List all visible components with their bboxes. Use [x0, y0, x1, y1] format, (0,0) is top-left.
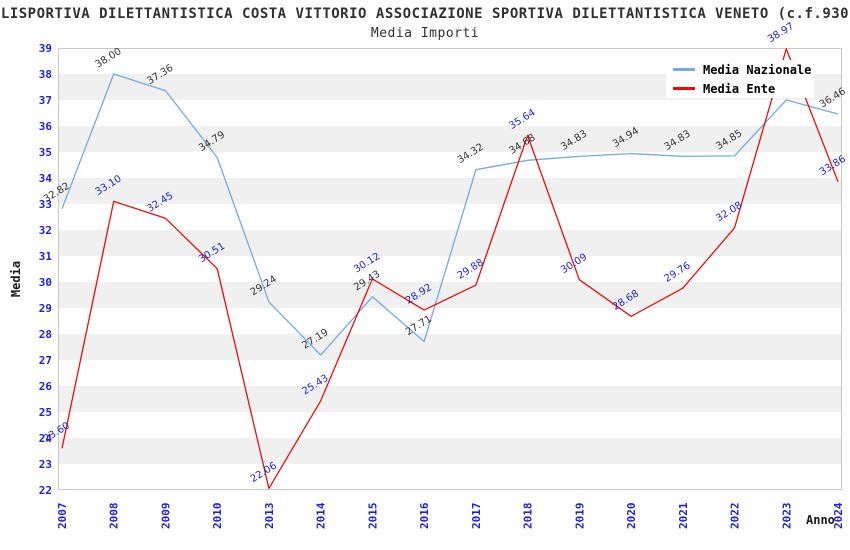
y-tick-label: 32: [39, 224, 52, 237]
grid-band: [58, 178, 842, 204]
x-tick-label: 2016: [418, 502, 431, 529]
x-tick-label: 2009: [159, 503, 172, 530]
y-tick-label: 39: [39, 42, 52, 55]
x-axis-title: Anno: [806, 513, 835, 527]
x-tick-label: 2008: [108, 503, 121, 530]
x-tick-label: 2022: [729, 503, 742, 530]
y-tick-label: 34: [39, 172, 53, 185]
point-label-media-ente: 33.86: [818, 154, 848, 179]
y-tick-label: 27: [39, 354, 52, 367]
x-tick-label: 2020: [625, 503, 638, 530]
grid-band: [58, 282, 842, 308]
x-tick-label: 2024: [832, 502, 845, 529]
legend-swatch-media-nazionale: [673, 68, 695, 71]
legend-item-media-ente: Media Ente: [666, 79, 814, 98]
legend-label: Media Ente: [703, 81, 776, 96]
grid-band: [58, 386, 842, 412]
x-tick-label: 2015: [366, 503, 379, 530]
y-tick-label: 35: [39, 146, 52, 159]
x-tick-label: 2023: [780, 503, 793, 530]
grid-band: [58, 334, 842, 360]
y-axis-title: Media: [9, 261, 23, 297]
grid-band: [58, 126, 842, 152]
legend-item-media-nazionale: Media Nazionale: [666, 60, 814, 79]
legend-label: Media Nazionale: [703, 62, 812, 77]
y-tick-label: 29: [39, 302, 52, 315]
y-tick-label: 28: [39, 328, 52, 341]
y-tick-label: 30: [39, 276, 52, 289]
chart-subtitle: Media Importi: [370, 26, 480, 41]
x-tick-label: 2021: [677, 502, 690, 529]
y-tick-label: 26: [39, 380, 53, 393]
y-tick-label: 38: [39, 68, 52, 81]
grid-band: [58, 438, 842, 464]
grid-bands: [58, 74, 842, 464]
y-tick-label: 31: [39, 250, 53, 263]
plot-border: [58, 48, 842, 490]
x-tick-label: 2018: [522, 503, 535, 530]
x-tick-label: 2014: [315, 502, 328, 529]
legend-swatch-media-ente: [673, 87, 695, 90]
point-label-media-ente: 38.97: [766, 21, 796, 46]
x-tick-label: 2017: [470, 503, 483, 530]
series-line-media-nazionale: [61, 73, 839, 356]
point-label-media-nazionale: 38.00: [93, 46, 123, 71]
y-tick-label: 36: [39, 120, 53, 133]
x-tick-label: 2007: [56, 503, 69, 530]
x-tick-label: 2010: [211, 503, 224, 530]
x-tick-label: 2013: [263, 503, 276, 530]
y-tick-label: 22: [39, 484, 52, 497]
y-axis-ticks: 22 23 24 25 26 27 28 29 30 31 32 33 34 35 36 37 38 39: [39, 42, 53, 497]
y-tick-label: 33: [39, 198, 52, 211]
grid-band: [58, 230, 842, 256]
x-tick-label: 2019: [573, 503, 586, 530]
series-line-media-ente: [61, 48, 839, 490]
y-tick-label: 23: [39, 458, 52, 471]
y-tick-label: 25: [39, 406, 52, 419]
x-axis-ticks: 2007 2008 2009 2010 2013 2014 2015 2016 2017 2018…: [56, 502, 845, 529]
chart-title: LISPORTIVA DILETTANTISTICA COSTA VITTORI…: [0, 6, 850, 22]
y-tick-label: 24: [39, 432, 53, 445]
legend: Media Nazionale Media Ente: [666, 60, 814, 98]
y-tick-label: 37: [39, 94, 52, 107]
